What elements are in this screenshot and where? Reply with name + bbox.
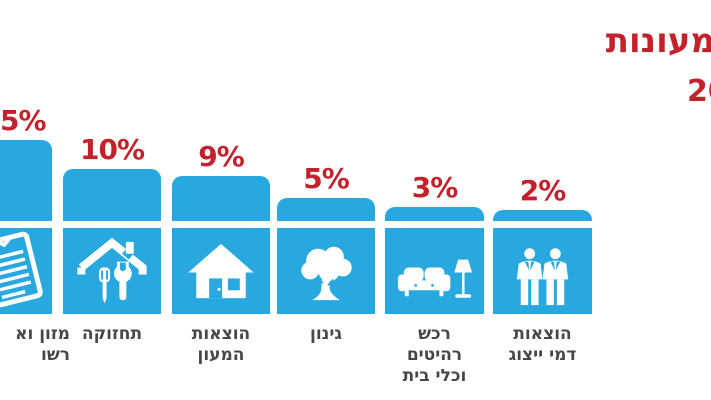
bar-value-label: 2% bbox=[519, 174, 567, 207]
tree-icon bbox=[301, 246, 352, 301]
bar-segment bbox=[385, 207, 484, 221]
bar-column-daycare-expenses: 9% הוצאות המעון bbox=[172, 0, 270, 400]
bar-segment bbox=[277, 198, 375, 221]
bar-icon-box bbox=[0, 228, 52, 314]
chart-year: 20 bbox=[687, 74, 711, 109]
bar-icon-box bbox=[63, 228, 161, 314]
bar-column-food-supplies: 5% מזון וא רשו bbox=[0, 0, 70, 400]
house-icon bbox=[188, 243, 254, 299]
bar-column-gardening: 5% גינון bbox=[277, 0, 375, 400]
bar-value-label: 3% bbox=[411, 171, 459, 204]
bar-value-label: 5% bbox=[303, 162, 350, 195]
bar-column-representation-fees: 2% bbox=[493, 0, 592, 400]
bar-category-label: מזון וא רשו bbox=[15, 324, 70, 365]
bar-category-label: הוצאות דמי ייצוג bbox=[508, 324, 577, 365]
bar-value-label: 5% bbox=[0, 104, 47, 137]
bar-value-label: 9% bbox=[198, 140, 245, 173]
bar-column-furniture-housewares: 3% רכש רהיטים וכלי בית bbox=[385, 0, 484, 400]
bar-category-label: הוצאות המעון bbox=[191, 324, 251, 365]
people-icon bbox=[516, 248, 569, 306]
bar-category-label: תחזוקה bbox=[81, 324, 143, 344]
roof-tools-icon bbox=[77, 237, 147, 304]
bar-icon-box bbox=[385, 228, 484, 314]
bar-category-label: רכש רהיטים וכלי בית bbox=[402, 324, 467, 386]
bar-segment bbox=[172, 176, 270, 221]
clipboard-icon bbox=[0, 231, 43, 308]
bar-icon-box bbox=[493, 228, 592, 314]
bar-segment bbox=[0, 140, 52, 221]
bar-icon-box bbox=[277, 228, 375, 314]
bar-category-label: גינון bbox=[310, 324, 342, 344]
bar-icon-box bbox=[172, 228, 270, 314]
bar-segment bbox=[493, 210, 592, 221]
sofa-lamp-icon bbox=[397, 259, 473, 298]
bar-value-label: 10% bbox=[79, 133, 145, 166]
chart-title: מעונות bbox=[605, 21, 711, 61]
bar-segment bbox=[63, 169, 161, 221]
bar-column-maintenance: 10% תחזוקה bbox=[63, 0, 161, 400]
